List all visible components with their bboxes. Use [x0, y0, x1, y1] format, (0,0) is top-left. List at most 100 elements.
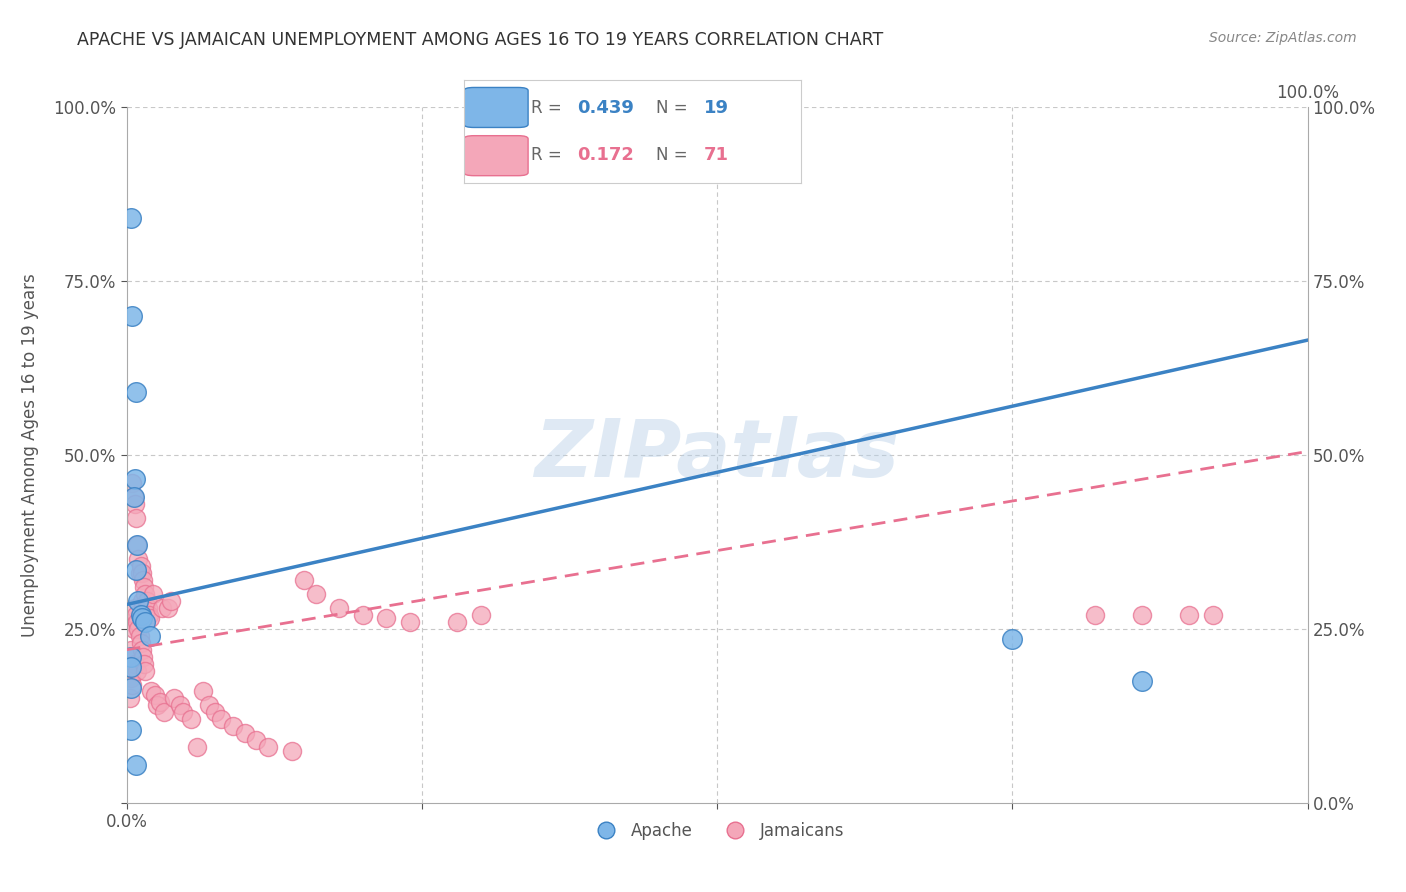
Point	[163, 691, 186, 706]
Point	[233, 726, 256, 740]
Point	[132, 649, 155, 664]
Point	[222, 719, 245, 733]
Point	[135, 594, 157, 608]
Point	[120, 671, 142, 685]
Point	[134, 664, 156, 678]
Text: N =: N =	[657, 99, 688, 117]
Point	[209, 712, 232, 726]
Point	[131, 642, 153, 657]
Point	[127, 615, 149, 629]
Point	[180, 712, 202, 726]
Text: 0.172: 0.172	[576, 146, 634, 164]
Point	[186, 740, 208, 755]
Point	[139, 611, 162, 625]
Point	[122, 490, 145, 504]
Point	[125, 563, 148, 577]
Point	[120, 649, 142, 664]
Point	[125, 510, 148, 524]
Point	[156, 601, 179, 615]
Point	[134, 580, 156, 594]
Point	[352, 607, 374, 622]
Point	[128, 629, 150, 643]
Point	[132, 573, 155, 587]
Point	[121, 649, 143, 664]
Point	[124, 472, 146, 486]
Text: 71: 71	[703, 146, 728, 164]
Point	[120, 211, 142, 226]
Text: APACHE VS JAMAICAN UNEMPLOYMENT AMONG AGES 16 TO 19 YEARS CORRELATION CHART: APACHE VS JAMAICAN UNEMPLOYMENT AMONG AG…	[77, 31, 883, 49]
Text: R =: R =	[531, 99, 568, 117]
Text: R =: R =	[531, 146, 572, 164]
Point	[149, 695, 172, 709]
Point	[127, 538, 149, 552]
Point	[121, 475, 143, 490]
Point	[129, 636, 152, 650]
Point	[120, 681, 142, 695]
Point	[129, 559, 152, 574]
Point	[136, 601, 159, 615]
Point	[127, 664, 149, 678]
Point	[131, 566, 153, 581]
Point	[131, 594, 153, 608]
Point	[1178, 607, 1201, 622]
Point	[127, 594, 149, 608]
Point	[129, 607, 152, 622]
FancyBboxPatch shape	[464, 136, 529, 176]
Text: 0.439: 0.439	[576, 99, 634, 117]
Point	[141, 587, 163, 601]
Point	[446, 615, 468, 629]
Point	[121, 615, 143, 629]
Point	[124, 601, 146, 615]
Point	[121, 677, 143, 691]
Point	[292, 573, 315, 587]
Point	[134, 657, 156, 671]
Point	[120, 642, 142, 657]
Point	[121, 309, 143, 323]
Point	[127, 552, 149, 566]
Point	[245, 733, 267, 747]
Point	[281, 744, 304, 758]
Point	[375, 611, 398, 625]
Point	[131, 611, 153, 625]
Point	[127, 622, 149, 636]
Point	[134, 587, 156, 601]
Point	[122, 622, 145, 636]
Point	[150, 601, 173, 615]
Point	[204, 706, 226, 720]
Point	[1001, 632, 1024, 647]
Point	[124, 657, 146, 671]
Point	[120, 691, 142, 706]
Point	[257, 740, 280, 755]
Point	[193, 684, 215, 698]
Point	[1130, 674, 1153, 689]
Point	[128, 566, 150, 581]
Point	[124, 497, 146, 511]
Point	[328, 601, 350, 615]
Point	[120, 723, 142, 737]
Legend: Apache, Jamaicans: Apache, Jamaicans	[583, 815, 851, 847]
Text: ZIPatlas: ZIPatlas	[534, 416, 900, 494]
Point	[1084, 607, 1107, 622]
Text: 19: 19	[703, 99, 728, 117]
Point	[304, 587, 326, 601]
Point	[122, 490, 145, 504]
Point	[172, 706, 194, 720]
Point	[198, 698, 221, 713]
Point	[141, 684, 163, 698]
Point	[127, 538, 149, 552]
Point	[399, 615, 422, 629]
Point	[125, 385, 148, 400]
Point	[125, 757, 148, 772]
Point	[138, 607, 160, 622]
Point	[143, 688, 166, 702]
Point	[146, 698, 169, 713]
Point	[139, 629, 162, 643]
Point	[169, 698, 191, 713]
Y-axis label: Unemployment Among Ages 16 to 19 years: Unemployment Among Ages 16 to 19 years	[21, 273, 39, 637]
Text: N =: N =	[657, 146, 688, 164]
Point	[470, 607, 492, 622]
Text: Source: ZipAtlas.com: Source: ZipAtlas.com	[1209, 31, 1357, 45]
Point	[1202, 607, 1225, 622]
Point	[153, 706, 176, 720]
Point	[125, 607, 148, 622]
